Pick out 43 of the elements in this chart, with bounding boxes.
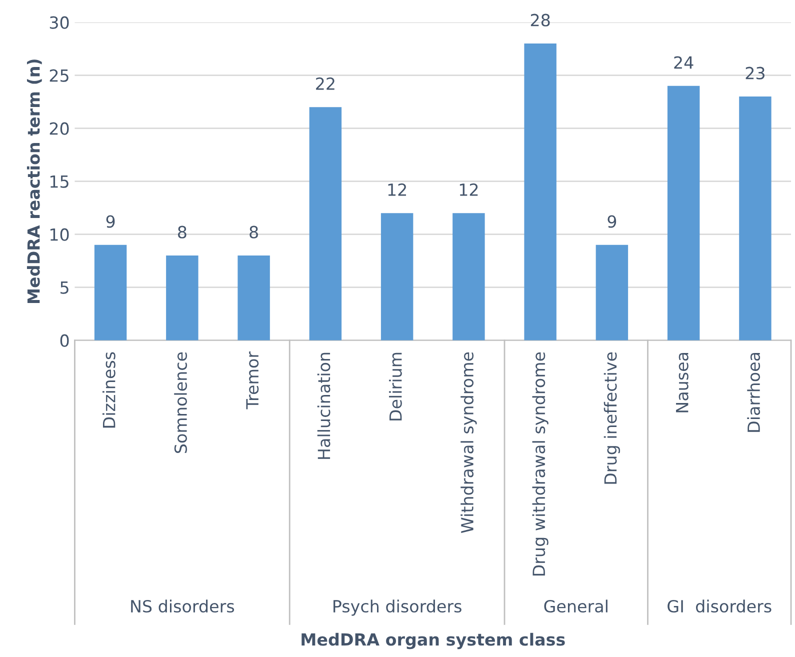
bar: [524, 44, 556, 340]
text: General: [544, 600, 608, 613]
y-tick-label: 0: [60, 334, 69, 347]
y-tick-label: 5: [60, 282, 68, 294]
bar: [238, 256, 270, 340]
x-tick-label: Nausea: [676, 352, 688, 412]
x-tick-label: Withdrawal syndrome: [460, 352, 477, 533]
x-tick-label: Drug ineffective: [604, 352, 620, 484]
data-label: 12: [460, 183, 478, 196]
x-tick-label: Diarrhoea: [747, 352, 760, 432]
data-label: 8: [178, 226, 186, 238]
bar: [596, 244, 628, 340]
bar: [739, 96, 772, 340]
x-tick-label: Tremor: [246, 351, 259, 410]
x-axis-title: MedDRA organ system class: [302, 632, 565, 650]
bar: [380, 213, 414, 340]
y-tick-label: 10: [50, 228, 69, 241]
data-label: 22: [316, 77, 334, 90]
x-tick-label: Delirium: [389, 352, 402, 420]
x-tick-label: Somnolence: [174, 352, 188, 453]
data-label: 23: [746, 66, 764, 80]
y-tick-label: 30: [50, 16, 69, 29]
bar: [667, 86, 700, 340]
data-label: 9: [608, 215, 616, 228]
data-label: 12: [388, 183, 406, 196]
bar: [309, 107, 342, 340]
x-tick-label: Dizziness: [102, 352, 116, 428]
bar: [452, 213, 485, 340]
text: Psych disorders: [334, 600, 462, 616]
x-tick-label: Drug withdrawal syndrome: [532, 352, 548, 576]
y-tick-label: 20: [50, 122, 69, 135]
text: NS disorders: [131, 600, 234, 613]
data-label: 24: [674, 56, 694, 69]
y-tick-label: 15: [50, 176, 68, 188]
y-axis-title: MedDRA reaction term (n): [26, 60, 42, 303]
data-label: 9: [106, 215, 115, 228]
x-tick-label: Hallucination: [317, 352, 330, 459]
text: GI disorders: [668, 600, 772, 613]
bar: [166, 256, 198, 340]
data-label: 8: [250, 226, 258, 238]
y-tick-label: 25: [50, 69, 68, 82]
data-label: 28: [530, 14, 550, 26]
bar: [94, 244, 127, 340]
